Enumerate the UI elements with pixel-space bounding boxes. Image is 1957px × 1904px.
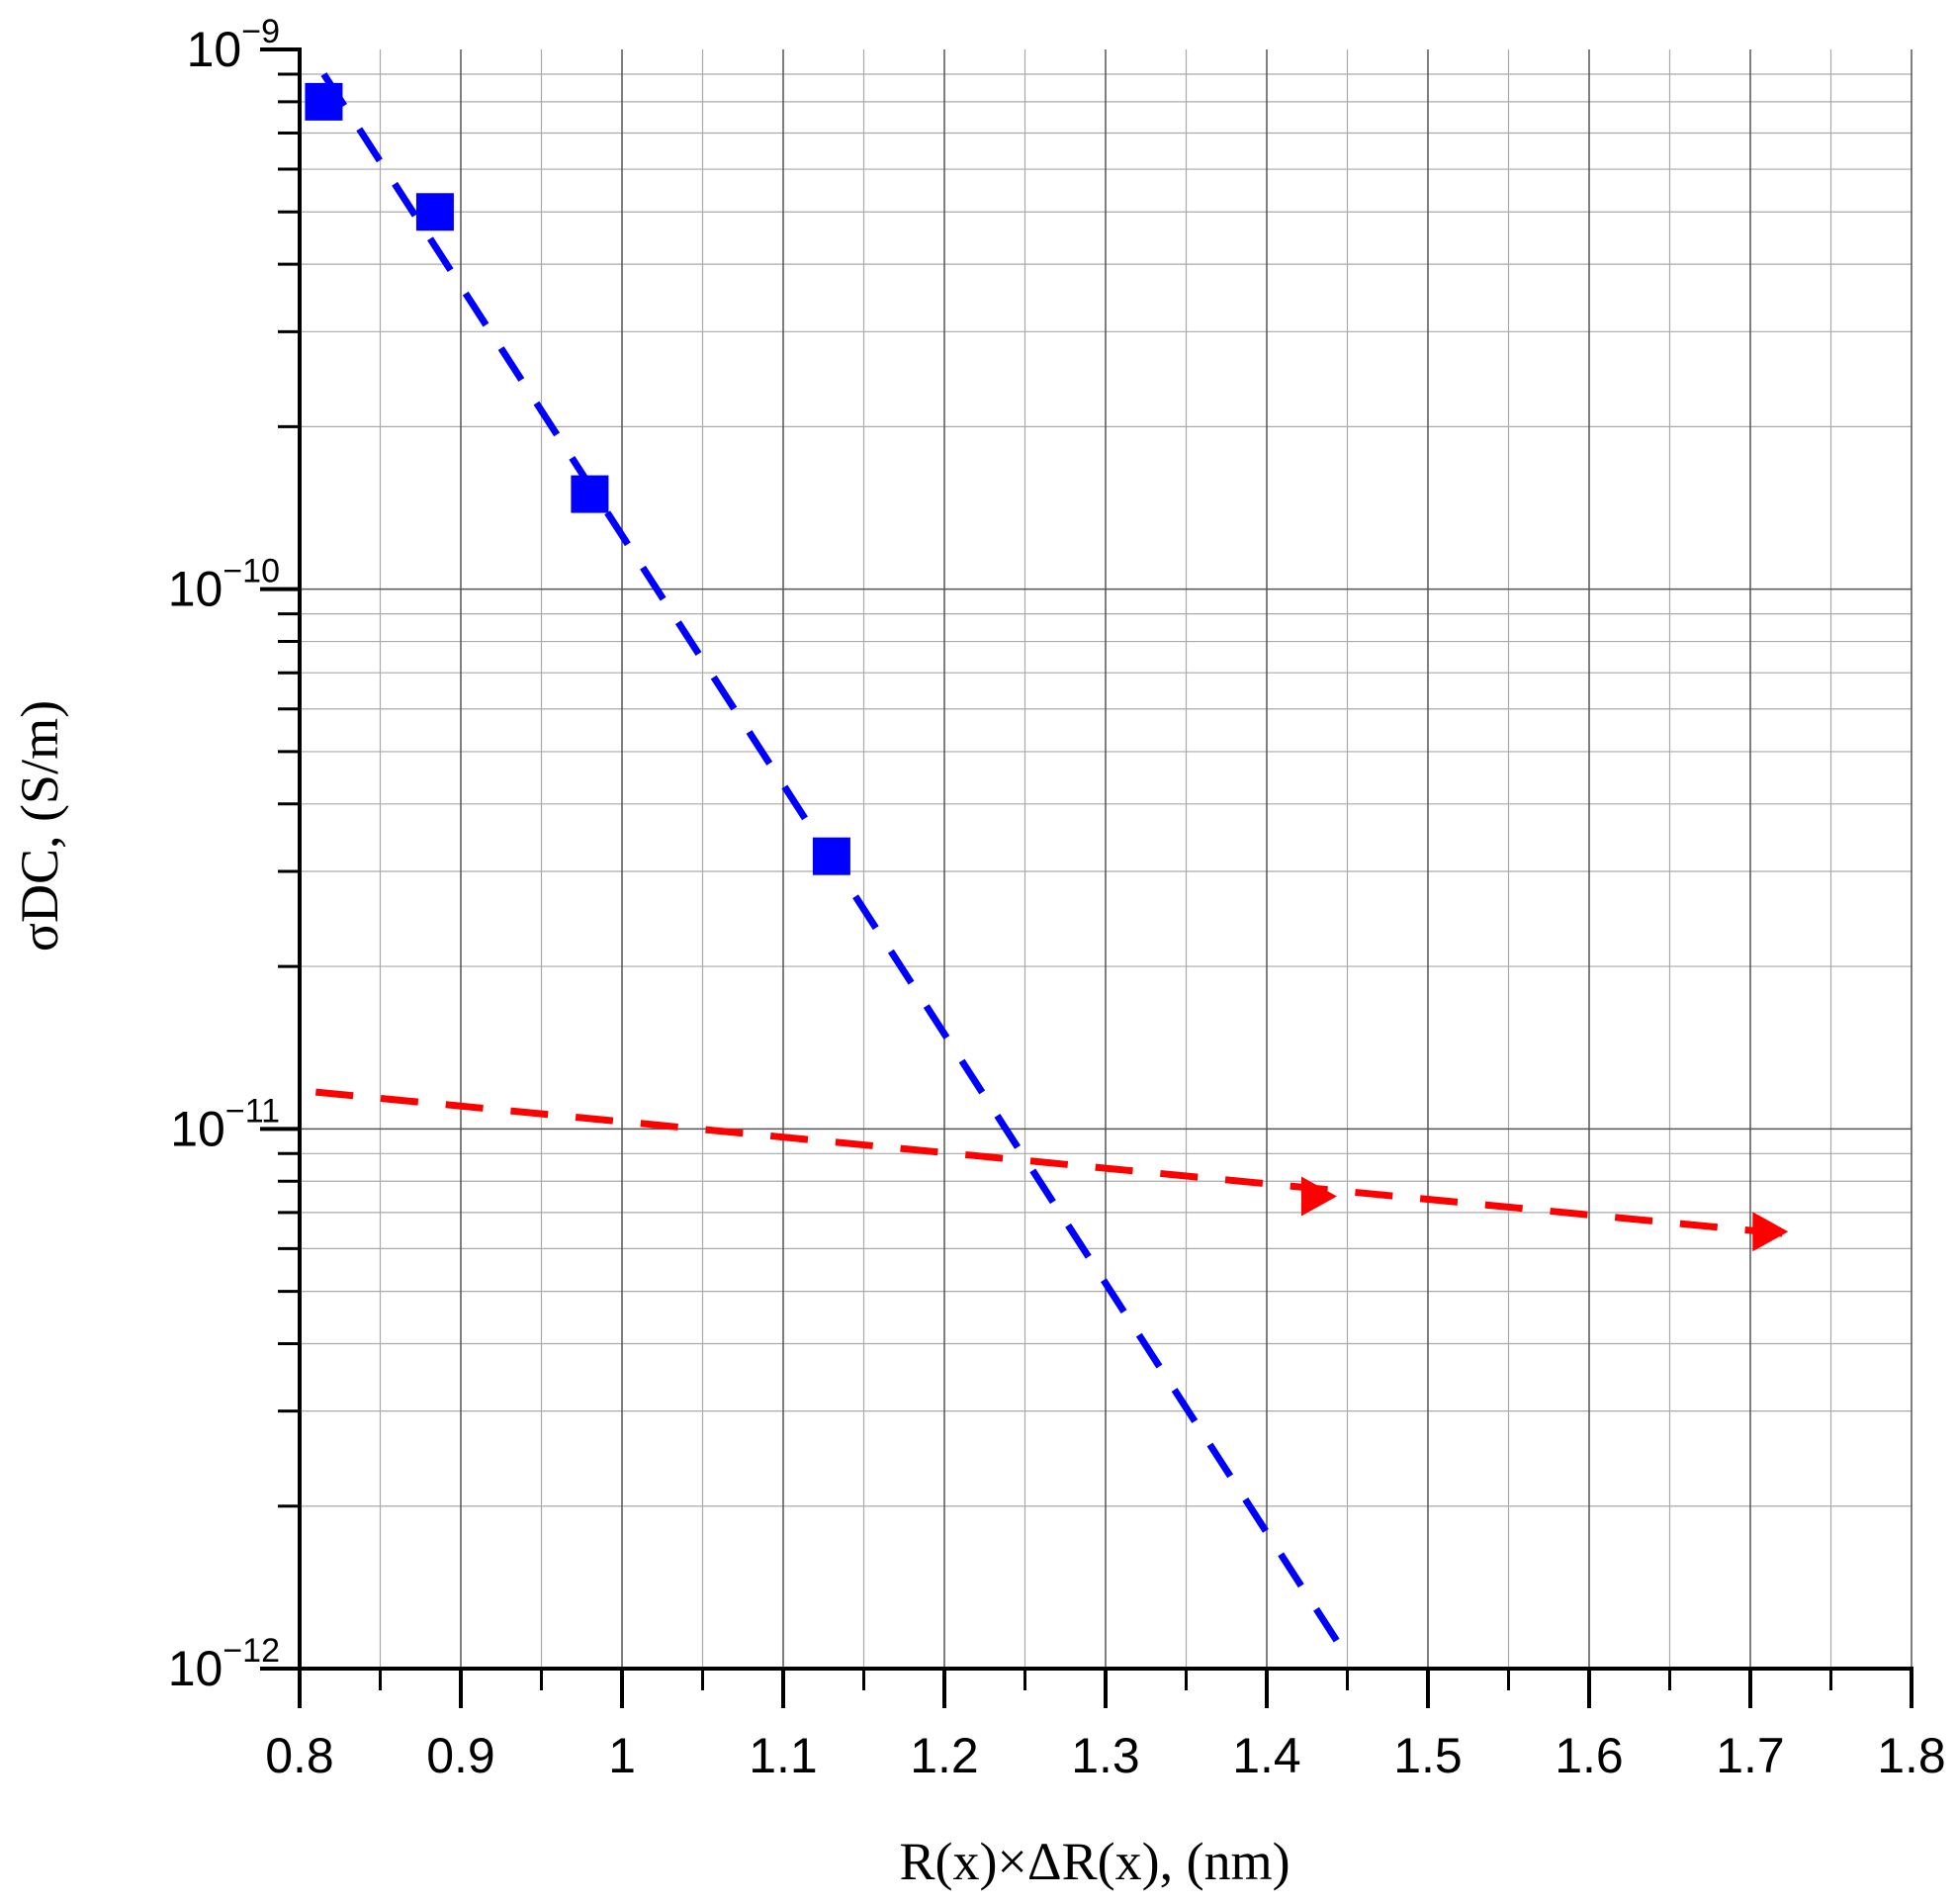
- x-tick-label: 1.7: [1716, 1728, 1785, 1783]
- y-tick-label: 10−9: [187, 13, 280, 77]
- y-axis-title: σDC, (S/m): [10, 700, 69, 952]
- x-tick-label: 1.1: [749, 1728, 818, 1783]
- blue-square-marker: [812, 837, 850, 875]
- y-axis-ticks: 10−12 10−11 10−10 10−9: [168, 13, 300, 1696]
- x-tick-label: 0.8: [265, 1728, 334, 1783]
- red-triangle-marker: [1300, 1176, 1337, 1217]
- y-tick-label: 10−10: [168, 553, 280, 617]
- x-tick-label: 1.2: [910, 1728, 979, 1783]
- x-tick-label: 1.6: [1555, 1728, 1624, 1783]
- x-tick-label: 1.8: [1877, 1728, 1946, 1783]
- blue-square-marker: [571, 475, 609, 513]
- y-tick-label: 10−11: [170, 1092, 280, 1156]
- x-axis-ticks: 0.8 0.9 1 1.1 1.2 1.3 1.4 1.5 1.6 1.7 1.8: [265, 1669, 1946, 1783]
- y-tick-label: 10−12: [168, 1632, 280, 1696]
- red-dashed-fit-line: [314, 1088, 1783, 1237]
- x-tick-label: 1.4: [1232, 1728, 1301, 1783]
- red-triangle-marker: [1752, 1212, 1789, 1252]
- grid-major: [299, 49, 1913, 1669]
- x-tick-label: 1: [608, 1728, 636, 1783]
- x-tick-label: 1.5: [1393, 1728, 1463, 1783]
- blue-square-marker: [415, 193, 454, 231]
- series-layer: [305, 72, 1789, 1660]
- blue-square-marker: [305, 82, 343, 121]
- x-tick-label: 1.3: [1071, 1728, 1140, 1783]
- x-tick-label: 0.9: [426, 1728, 495, 1783]
- x-axis-title: R(x)×ΔR(x), (nm): [899, 1832, 1290, 1891]
